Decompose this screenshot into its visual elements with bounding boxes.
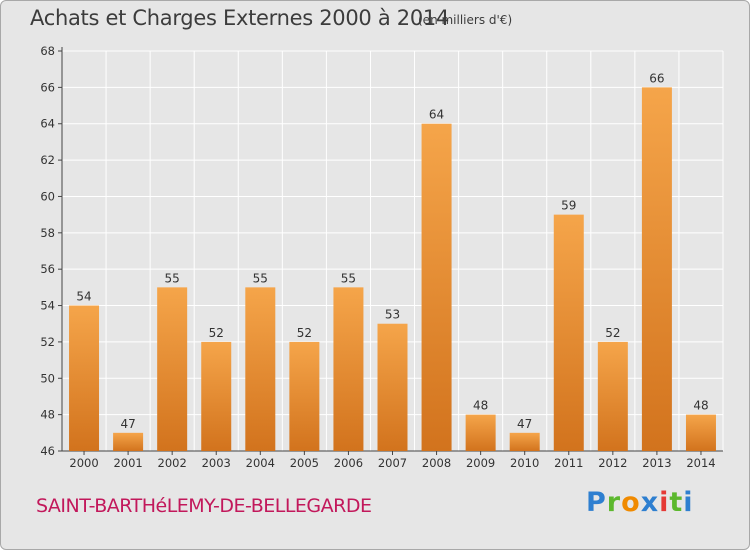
bar-value-label: 52 (297, 326, 312, 340)
bar (113, 432, 144, 451)
bar (421, 123, 452, 452)
logo-letter: i (659, 487, 670, 518)
logo-letter: P (586, 487, 607, 518)
y-tick-label: 58 (40, 226, 55, 240)
bar-value-label: 55 (253, 271, 268, 285)
bar (245, 287, 276, 451)
y-tick-label: 68 (40, 44, 55, 58)
logo-letter: r (606, 487, 622, 518)
commune-name: SAINT-BARTHéLEMY-DE-BELLEGARDE (36, 495, 372, 517)
y-tick-label: 52 (40, 335, 55, 349)
bar (157, 287, 188, 451)
x-tick-label: 2011 (554, 456, 583, 470)
x-tick-label: 2001 (113, 456, 142, 470)
bar-value-label: 48 (693, 399, 708, 413)
bar-value-label: 53 (385, 308, 400, 322)
bar-value-label: 55 (165, 271, 180, 285)
bars (69, 87, 716, 452)
x-tick-label: 2010 (510, 456, 539, 470)
bar-value-label: 64 (429, 108, 444, 122)
x-tick-label: 2000 (69, 456, 98, 470)
x-tick-label: 2004 (246, 456, 275, 470)
y-tick-label: 66 (40, 80, 55, 94)
y-tick-label: 62 (40, 153, 55, 167)
axes: 46 48 50 52 54 56 58 60 62 64 66 68 2000 2001 2002 2003… (40, 44, 723, 470)
logo-letter: x (640, 487, 660, 518)
logo-letter: i (683, 487, 694, 518)
x-tick-label: 2012 (598, 456, 627, 470)
y-tick-label: 46 (40, 444, 55, 458)
x-tick-label: 2007 (378, 456, 407, 470)
y-tick-label: 56 (40, 262, 55, 276)
bar (465, 414, 496, 451)
y-tick-label: 60 (40, 189, 55, 203)
bar (553, 214, 584, 451)
bar-value-label: 47 (120, 417, 135, 431)
logo-letter: t (669, 487, 684, 518)
bar-value-label: 66 (649, 71, 664, 85)
x-tick-label: 2009 (466, 456, 495, 470)
x-tick-label: 2005 (290, 456, 319, 470)
bar-value-label: 48 (473, 399, 488, 413)
data-labels: 54 47 55 52 55 52 55 53 64 48 47 59 52 66 48 (76, 71, 708, 430)
bar-value-label: 52 (209, 326, 224, 340)
bar (509, 432, 540, 451)
bar (333, 287, 364, 451)
bar (685, 414, 716, 451)
x-tick-label: 2006 (334, 456, 363, 470)
bar (597, 341, 628, 451)
bar-value-label: 52 (605, 326, 620, 340)
bar (201, 341, 232, 451)
bar (69, 305, 100, 451)
bar-value-label: 47 (517, 417, 532, 431)
proxiti-logo: Proxiti (586, 487, 694, 518)
logo-letter: o (621, 487, 641, 518)
chart-title: Achats et Charges Externes 2000 à 2014 (30, 6, 450, 30)
x-tick-label: 2008 (422, 456, 451, 470)
y-tick-label: 48 (40, 408, 55, 422)
bar-value-label: 54 (76, 290, 91, 304)
bar (641, 87, 672, 451)
bar-value-label: 55 (341, 271, 356, 285)
y-tick-label: 50 (40, 371, 55, 385)
bar (377, 323, 408, 451)
x-tick-label: 2003 (202, 456, 231, 470)
x-tick-label: 2013 (642, 456, 671, 470)
y-tick-label: 54 (40, 299, 55, 313)
x-tick-label: 2014 (686, 456, 715, 470)
y-tick-label: 64 (40, 117, 55, 131)
x-tick-label: 2002 (158, 456, 187, 470)
bar-value-label: 59 (561, 199, 576, 213)
bar (289, 341, 320, 451)
chart-subtitle: (en milliers d'€) (418, 13, 513, 27)
